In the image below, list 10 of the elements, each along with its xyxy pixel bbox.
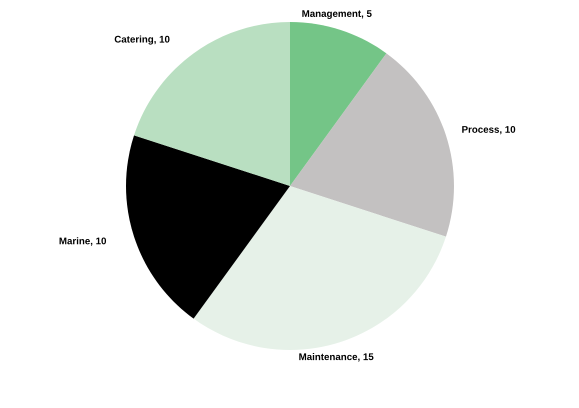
data-label: , 10 (500, 126, 516, 134)
slice-label: Management (302, 10, 361, 19)
data-label: , 5 (362, 10, 372, 18)
data-label: , 15 (358, 353, 374, 362)
slice-label: Marine (60, 237, 90, 244)
data-label: , 10 (90, 237, 106, 246)
slice-label: Maintenance (299, 353, 358, 360)
slice-label: Process (462, 126, 500, 133)
data-label: , 10 (154, 36, 170, 44)
slice-label: Catering (114, 36, 154, 45)
